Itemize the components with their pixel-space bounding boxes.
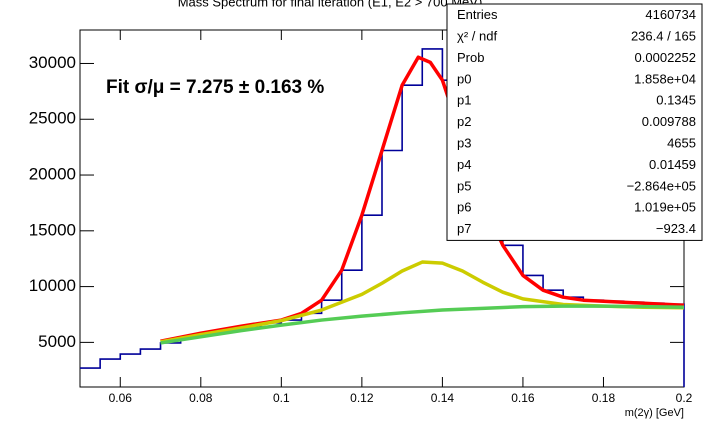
stats-value: −2.864e+05	[627, 178, 696, 193]
x-tick-label: 0.12	[350, 391, 374, 405]
stats-label: Prob	[457, 50, 484, 65]
fit-curve	[160, 304, 685, 345]
stats-value: 4655	[667, 136, 696, 151]
stats-value: 0.009788	[642, 114, 696, 129]
stats-label: p3	[457, 136, 471, 151]
stats-value: 4160734	[645, 7, 696, 22]
stats-label: p5	[457, 178, 471, 193]
annotation: Fit σ/μ = 7.275 ± 0.163 %	[106, 77, 324, 98]
x-tick-label: 0.14	[431, 391, 455, 405]
stats-value: 1.019e+05	[634, 200, 696, 215]
x-axis-label: m(2γ) [GeV]	[625, 407, 684, 419]
x-tick-label: 0.06	[109, 391, 133, 405]
stats-value: 1.858e+04	[634, 71, 696, 86]
stats-value: 236.4 / 165	[631, 29, 696, 44]
y-tick-label: 30000	[29, 53, 76, 72]
stats-label: p7	[457, 221, 471, 236]
x-tick-label: 0.1	[273, 391, 290, 405]
y-tick-label: 15000	[29, 220, 76, 239]
chart-title: Mass Spectrum for final iteration (E1, E…	[178, 0, 483, 9]
stats-label: p6	[457, 200, 471, 215]
x-tick-label: 0.08	[189, 391, 213, 405]
stats-box	[446, 3, 703, 241]
stats-label: χ² / ndf	[457, 29, 497, 44]
y-tick-label: 10000	[29, 276, 76, 295]
stats-label: p2	[457, 114, 471, 129]
stats-value: 0.1345	[656, 93, 696, 108]
stats-value: 0.01459	[649, 157, 696, 172]
y-tick-label: 5000	[38, 332, 76, 351]
y-tick-label: 25000	[29, 109, 76, 128]
y-tick-label: 20000	[29, 165, 76, 184]
x-tick-label: 0.18	[592, 391, 616, 405]
stats-label: Entries	[457, 7, 498, 22]
stats-label: p1	[457, 93, 471, 108]
stats-label: p4	[457, 157, 471, 172]
stats-value: 0.0002252	[635, 50, 696, 65]
stats-label: p0	[457, 71, 471, 86]
stats-value: −923.4	[656, 221, 696, 236]
x-tick-label: 0.16	[511, 391, 535, 405]
x-tick-label: 0.2	[676, 391, 693, 405]
